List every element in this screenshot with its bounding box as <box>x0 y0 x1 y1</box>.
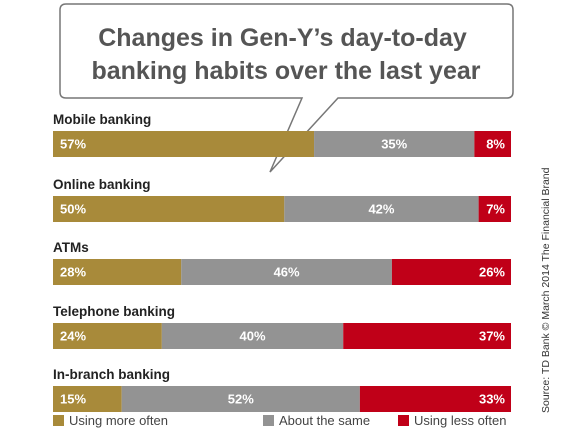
category-label-in-branch-banking: In-branch banking <box>53 367 170 382</box>
source-note: Source: TD Bank © March 2014 The Financi… <box>540 167 552 413</box>
chart-title-line-1: Changes in Gen-Y’s day-to-day <box>98 24 467 52</box>
legend-label-about-the-same: About the same <box>279 413 370 428</box>
bar-telephone-banking-using-more-often <box>53 323 162 349</box>
legend-swatch-about-the-same <box>263 415 274 426</box>
value-label-in-branch-banking-about-the-same: 52% <box>228 392 254 407</box>
bar-atms-using-more-often <box>53 259 182 285</box>
value-label-mobile-banking-about-the-same: 35% <box>381 137 407 152</box>
value-label-online-banking-using-less-often: 7% <box>486 202 505 217</box>
bar-in-branch-banking-about-the-same <box>121 386 360 412</box>
value-label-in-branch-banking-using-more-often: 15% <box>60 392 86 407</box>
bar-in-branch-banking-using-more-often <box>53 386 122 412</box>
legend-swatch-using-less-often <box>398 415 409 426</box>
bars-layer: Mobile banking 57% 35% 8% Online banking 50% 4… <box>53 112 511 412</box>
value-label-mobile-banking-using-more-often: 57% <box>60 137 86 152</box>
legend-swatch-using-more-often <box>53 415 64 426</box>
value-label-in-branch-banking-using-less-often: 33% <box>479 392 505 407</box>
value-label-online-banking-using-more-often: 50% <box>60 202 86 217</box>
category-label-atms: ATMs <box>53 240 89 255</box>
bar-in-branch-banking-using-less-often <box>359 386 511 412</box>
legend-label-using-more-often: Using more often <box>69 413 168 428</box>
value-label-atms-using-less-often: 26% <box>479 265 505 280</box>
bar-online-banking-using-less-often <box>478 196 511 222</box>
bar-online-banking-about-the-same <box>284 196 479 222</box>
chart-title: Changes in Gen-Y’s day-to-day banking ha… <box>91 24 480 85</box>
bar-mobile-banking-about-the-same <box>314 131 475 157</box>
legend: Using more often About the same Using less… <box>53 413 507 428</box>
value-label-atms-using-more-often: 28% <box>60 265 86 280</box>
bar-telephone-banking-using-less-often <box>343 323 511 349</box>
value-label-online-banking-about-the-same: 42% <box>368 202 394 217</box>
bar-mobile-banking-using-more-often <box>53 131 315 157</box>
legend-label-using-less-often: Using less often <box>414 413 507 428</box>
bar-online-banking-using-more-often <box>53 196 285 222</box>
bar-mobile-banking-using-less-often <box>474 131 511 157</box>
category-label-online-banking: Online banking <box>53 177 151 192</box>
value-label-telephone-banking-using-less-often: 37% <box>479 329 505 344</box>
value-label-mobile-banking-using-less-often: 8% <box>486 137 505 152</box>
category-label-mobile-banking: Mobile banking <box>53 112 151 127</box>
bar-atms-about-the-same <box>181 259 392 285</box>
value-label-telephone-banking-using-more-often: 24% <box>60 329 86 344</box>
chart-title-line-2: banking habits over the last year <box>91 57 480 85</box>
bar-atms-using-less-often <box>391 259 511 285</box>
bar-telephone-banking-about-the-same <box>161 323 344 349</box>
value-label-telephone-banking-about-the-same: 40% <box>240 329 266 344</box>
category-label-telephone-banking: Telephone banking <box>53 304 175 319</box>
value-label-atms-about-the-same: 46% <box>274 265 300 280</box>
